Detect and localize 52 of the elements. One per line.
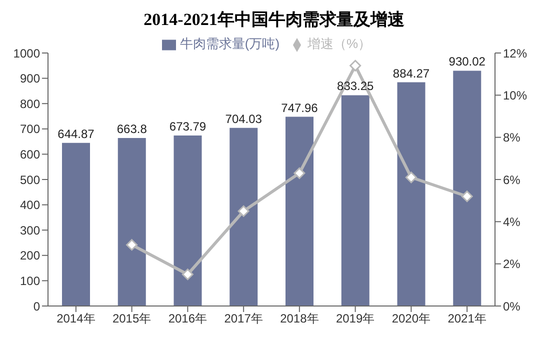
x-tick-label: 2016年	[168, 312, 208, 326]
y2-tick-label: 10%	[503, 88, 528, 102]
y2-tick-label: 4%	[503, 214, 521, 229]
y-tick-label: 1000	[13, 46, 40, 60]
point	[182, 268, 194, 280]
data-label: 884.27	[392, 66, 430, 80]
bar	[453, 70, 482, 306]
y-tick-label: 800	[20, 96, 40, 111]
y2-tick-label: 0%	[503, 299, 521, 314]
data-label: 673.79	[169, 120, 206, 134]
data-label: 747.96	[281, 100, 318, 115]
bar	[341, 95, 370, 306]
data-label: 644.87	[58, 126, 95, 141]
x-tick-label: 2014年	[56, 312, 96, 326]
legend-label: 增速（%）	[308, 36, 372, 51]
x-tick-label: 2020年	[392, 312, 431, 326]
y-tick-label: 300	[20, 223, 40, 238]
y-tick-label: 0	[33, 299, 40, 314]
point	[294, 167, 306, 179]
bar	[118, 138, 146, 306]
y-tick-label: 900	[20, 72, 40, 86]
y-tick-label: 500	[20, 172, 40, 187]
point	[405, 172, 417, 184]
point	[350, 60, 362, 72]
chart-title: 2014-2021年中国牛肉需求量及增速	[142, 9, 406, 30]
bar	[230, 128, 258, 306]
legend-label: 牛肉需求量(万吨)	[180, 36, 280, 51]
point	[461, 190, 473, 202]
point	[238, 205, 250, 217]
x-tick-label: 2017年	[224, 312, 263, 326]
bar	[62, 142, 90, 306]
x-tick-label: 2021年	[448, 312, 486, 326]
y2-tick-label: 2%	[503, 257, 521, 272]
y-tick-label: 200	[20, 248, 40, 263]
bar	[174, 136, 202, 306]
point	[126, 239, 138, 251]
data-label: 704.03	[225, 112, 262, 126]
bar	[397, 82, 426, 306]
data-label: 833.25	[337, 79, 374, 94]
y-tick-label: 600	[20, 147, 40, 162]
x-tick-label: 2018年	[280, 312, 319, 326]
data-label: 663.8	[116, 122, 148, 136]
y2-tick-label: 6%	[503, 172, 521, 187]
x-tick-label: 2019年	[336, 312, 375, 326]
y-tick-label: 100	[20, 274, 40, 288]
y-tick-label: 400	[20, 198, 40, 212]
data-label: 930.02	[448, 54, 486, 69]
bar	[286, 116, 314, 306]
y2-tick-label: 8%	[503, 130, 521, 145]
x-tick-label: 2015年	[112, 312, 152, 326]
y2-tick-label: 12%	[503, 46, 528, 60]
y-tick-label: 700	[20, 122, 40, 136]
